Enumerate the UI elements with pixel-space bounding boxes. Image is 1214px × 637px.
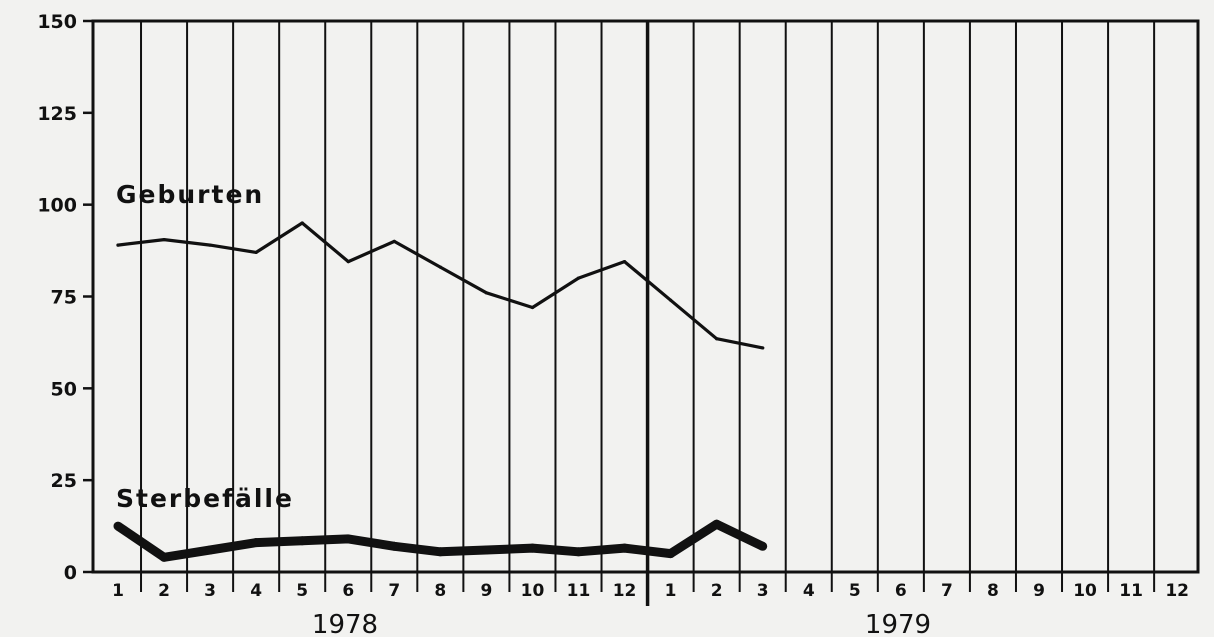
data-point — [620, 543, 630, 553]
data-point — [576, 276, 581, 280]
y-tick-label: 0 — [64, 562, 77, 584]
x-tick-label: 12 — [1165, 581, 1189, 601]
x-tick-label: 6 — [895, 581, 907, 601]
data-point — [205, 545, 215, 555]
x-tick-label: 7 — [941, 581, 953, 601]
x-tick-label: 6 — [342, 581, 354, 601]
x-tick-label: 12 — [613, 581, 637, 601]
year-label-1979: 1979 — [865, 610, 931, 637]
series-label-sterbefaelle: Sterbefälle — [116, 484, 294, 513]
data-point — [666, 549, 676, 559]
x-tick-label: 1 — [665, 581, 677, 601]
data-point — [343, 534, 353, 544]
x-tick-label: 11 — [1119, 581, 1143, 601]
data-point — [484, 291, 488, 295]
x-tick-label: 7 — [388, 581, 400, 601]
x-tick-label: 11 — [567, 581, 591, 601]
x-tick-label: 5 — [296, 581, 308, 601]
data-point — [389, 541, 399, 551]
x-tick-label: 1 — [112, 581, 124, 601]
data-point — [530, 305, 535, 310]
x-tick-label: 10 — [521, 581, 545, 601]
x-tick-label: 3 — [204, 581, 216, 601]
data-point — [159, 552, 169, 562]
data-point — [300, 221, 304, 225]
x-tick-label: 8 — [434, 581, 446, 601]
data-point — [715, 337, 719, 341]
y-tick-label: 25 — [51, 470, 77, 492]
data-point — [669, 298, 673, 302]
data-point — [481, 545, 491, 555]
y-tick-label: 75 — [51, 287, 77, 309]
data-point — [113, 521, 123, 531]
y-tick-label: 125 — [37, 103, 77, 125]
data-point — [758, 541, 768, 551]
series — [113, 221, 768, 562]
data-point — [622, 260, 627, 264]
series-label-geburten: Geburten — [116, 180, 264, 209]
data-point — [435, 547, 445, 557]
x-tick-label: 4 — [250, 581, 262, 601]
data-point — [712, 519, 722, 529]
data-point — [392, 239, 396, 243]
data-point — [761, 346, 765, 350]
labels: Geburten Sterbefälle 1978 1979 — [116, 180, 931, 637]
series-line-geburten — [116, 221, 765, 350]
data-point — [116, 243, 120, 247]
x-tick-label: 2 — [158, 581, 170, 601]
x-tick-label: 2 — [711, 581, 723, 601]
data-point — [162, 237, 166, 242]
x-tick-label: 10 — [1073, 581, 1097, 601]
data-point — [208, 243, 212, 247]
x-tick-label: 3 — [757, 581, 769, 601]
x-tick-label: 4 — [803, 581, 815, 601]
data-point — [346, 260, 350, 264]
data-point — [251, 538, 261, 548]
data-point — [297, 536, 307, 546]
y-tick-label: 150 — [37, 11, 77, 33]
data-point — [254, 250, 258, 255]
year-label-1978: 1978 — [312, 610, 378, 637]
x-tick-label: 5 — [849, 581, 861, 601]
data-point — [527, 543, 537, 553]
data-point — [574, 547, 583, 557]
y-tick-label: 100 — [37, 195, 77, 217]
data-point — [438, 265, 442, 269]
grid — [140, 21, 1156, 606]
x-tick-label: 8 — [987, 581, 999, 601]
x-tick-label: 9 — [480, 581, 492, 601]
y-tick-label: 50 — [51, 378, 77, 400]
x-tick-label: 9 — [1033, 581, 1045, 601]
